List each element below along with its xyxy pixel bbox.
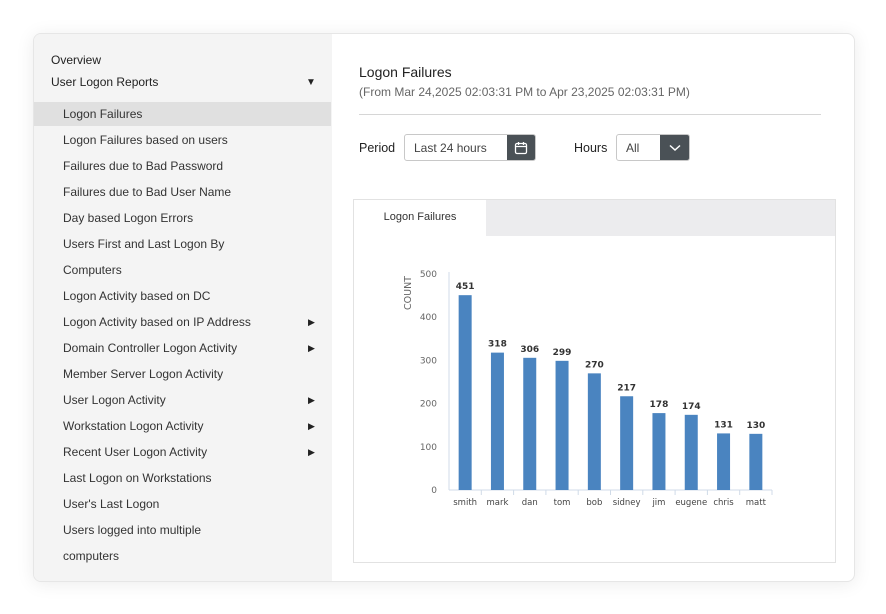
sidebar-item[interactable]: Users First and Last Logon By: [34, 232, 331, 256]
period-value: Last 24 hours: [414, 141, 487, 155]
x-tick-label: mark: [486, 498, 508, 508]
sidebar-item[interactable]: Users logged into multiple: [34, 518, 331, 542]
sidebar-item-label: Users First and Last Logon By: [63, 237, 225, 251]
divider: [359, 114, 821, 115]
sidebar-item-label: Computers: [63, 263, 122, 277]
x-tick-label: bob: [586, 498, 602, 508]
sidebar-item[interactable]: Failures due to Bad Password: [34, 154, 331, 178]
sidebar-item[interactable]: Logon Activity based on DC: [34, 284, 331, 308]
caret-right-icon[interactable]: ▶: [308, 421, 315, 431]
data-label: 318: [488, 340, 507, 350]
sidebar-item-label: Last Logon on Workstations: [63, 471, 212, 485]
y-tick-label: 300: [420, 356, 437, 366]
chart-panel: Logon Failures COUNT 0 100 200 300 400 500 451 s…: [353, 199, 836, 563]
bar: [652, 413, 666, 490]
sidebar-item[interactable]: Last Logon on Workstations: [34, 466, 331, 490]
data-label: 130: [746, 421, 765, 431]
y-tick-label: 400: [420, 313, 437, 323]
x-tick-label: eugene: [675, 498, 707, 508]
sidebar-item-label: User's Last Logon: [63, 497, 160, 511]
bar: [749, 433, 763, 490]
sidebar-item[interactable]: Workstation Logon Activity ▶: [34, 414, 331, 438]
bar: [490, 352, 504, 490]
date-range: (From Mar 24,2025 02:03:31 PM to Apr 23,…: [359, 85, 690, 99]
tab-logon-failures[interactable]: Logon Failures: [354, 200, 486, 236]
y-tick-label: 0: [431, 486, 437, 496]
sidebar-item-label: Logon Activity based on IP Address: [63, 315, 251, 329]
bar: [717, 433, 731, 490]
sidebar-item-label: Failures due to Bad User Name: [63, 185, 232, 199]
bar: [555, 360, 569, 490]
period-label: Period: [359, 141, 396, 155]
data-label: 131: [714, 420, 733, 430]
data-label: 451: [456, 282, 475, 292]
sidebar-item-label: computers: [63, 549, 120, 563]
y-tick-label: 100: [420, 443, 437, 453]
sidebar-item-label: Recent User Logon Activity: [63, 445, 208, 459]
caret-right-icon[interactable]: ▶: [308, 343, 315, 353]
hours-select[interactable]: All: [616, 134, 690, 161]
x-tick-label: tom: [554, 498, 571, 508]
sidebar-item[interactable]: Domain Controller Logon Activity ▶: [34, 336, 331, 360]
hours-label: Hours: [574, 141, 608, 155]
sidebar-item[interactable]: Logon Activity based on IP Address ▶: [34, 310, 331, 334]
sidebar-item[interactable]: User Logon Activity ▶: [34, 388, 331, 412]
caret-right-icon[interactable]: ▶: [308, 317, 315, 327]
y-axis-label: COUNT: [403, 276, 414, 310]
data-label: 174: [682, 402, 701, 412]
sidebar-item[interactable]: Failures due to Bad User Name: [34, 180, 331, 204]
bar: [587, 373, 601, 490]
sidebar-item[interactable]: Day based Logon Errors: [34, 206, 331, 230]
period-picker[interactable]: Last 24 hours: [404, 134, 536, 161]
sidebar-item-label: Day based Logon Errors: [63, 211, 194, 225]
sidebar-item[interactable]: computers: [34, 544, 331, 568]
x-tick-label: jim: [651, 498, 665, 508]
x-tick-label: matt: [746, 498, 767, 508]
y-tick-label: 200: [420, 400, 437, 410]
hours-value: All: [626, 141, 640, 155]
sidebar-item-label: Member Server Logon Activity: [63, 367, 224, 381]
bar: [620, 396, 634, 490]
sidebar-item[interactable]: Logon Failures: [34, 102, 331, 126]
sidebar-section-user-logon-reports[interactable]: User Logon Reports: [51, 75, 159, 89]
sidebar-item-label: Logon Failures: [63, 107, 143, 121]
sidebar-item-label: Users logged into multiple: [63, 523, 202, 537]
caret-right-icon[interactable]: ▶: [308, 447, 315, 457]
data-label: 306: [520, 345, 539, 355]
caret-right-icon[interactable]: ▶: [308, 395, 315, 405]
sidebar-item[interactable]: Member Server Logon Activity: [34, 362, 331, 386]
x-tick-label: smith: [453, 498, 477, 508]
sidebar-item[interactable]: Recent User Logon Activity ▶: [34, 440, 331, 464]
bar: [458, 295, 472, 490]
sidebar-item-label: Logon Failures based on users: [63, 133, 228, 147]
sidebar-item-label: User Logon Activity: [63, 393, 166, 407]
sidebar-item[interactable]: User's Last Logon: [34, 492, 331, 516]
caret-down-icon[interactable]: ▼: [306, 77, 316, 88]
tab-bar: Logon Failures: [354, 200, 835, 236]
y-tick-label: 500: [420, 270, 437, 280]
bar-chart: COUNT 0 100 200 300 400 500 451 smith 318 mark 306 d…: [403, 270, 773, 508]
sidebar-item-label: Workstation Logon Activity: [63, 419, 204, 433]
data-label: 299: [553, 348, 572, 358]
sidebar-item-label: Domain Controller Logon Activity: [63, 341, 238, 355]
bar: [684, 414, 698, 490]
page-title: Logon Failures: [359, 64, 452, 80]
data-label: 178: [650, 400, 669, 410]
sidebar-item-label: Failures due to Bad Password: [63, 159, 224, 173]
sidebar: Overview User Logon Reports ▼ Logon Fail…: [34, 34, 332, 581]
calendar-icon[interactable]: [507, 135, 535, 160]
data-label: 270: [585, 360, 604, 370]
sidebar-item-label: Logon Activity based on DC: [63, 289, 211, 303]
x-tick-label: chris: [713, 498, 734, 508]
x-tick-label: dan: [522, 498, 538, 508]
chevron-down-icon[interactable]: [660, 135, 689, 160]
x-tick-label: sidney: [613, 498, 641, 508]
data-label: 217: [617, 383, 636, 393]
report-card: Overview User Logon Reports ▼ Logon Fail…: [33, 33, 855, 582]
bar: [523, 357, 537, 490]
sidebar-overview[interactable]: Overview: [51, 53, 102, 67]
sidebar-item[interactable]: Computers: [34, 258, 331, 282]
sidebar-item[interactable]: Logon Failures based on users: [34, 128, 331, 152]
